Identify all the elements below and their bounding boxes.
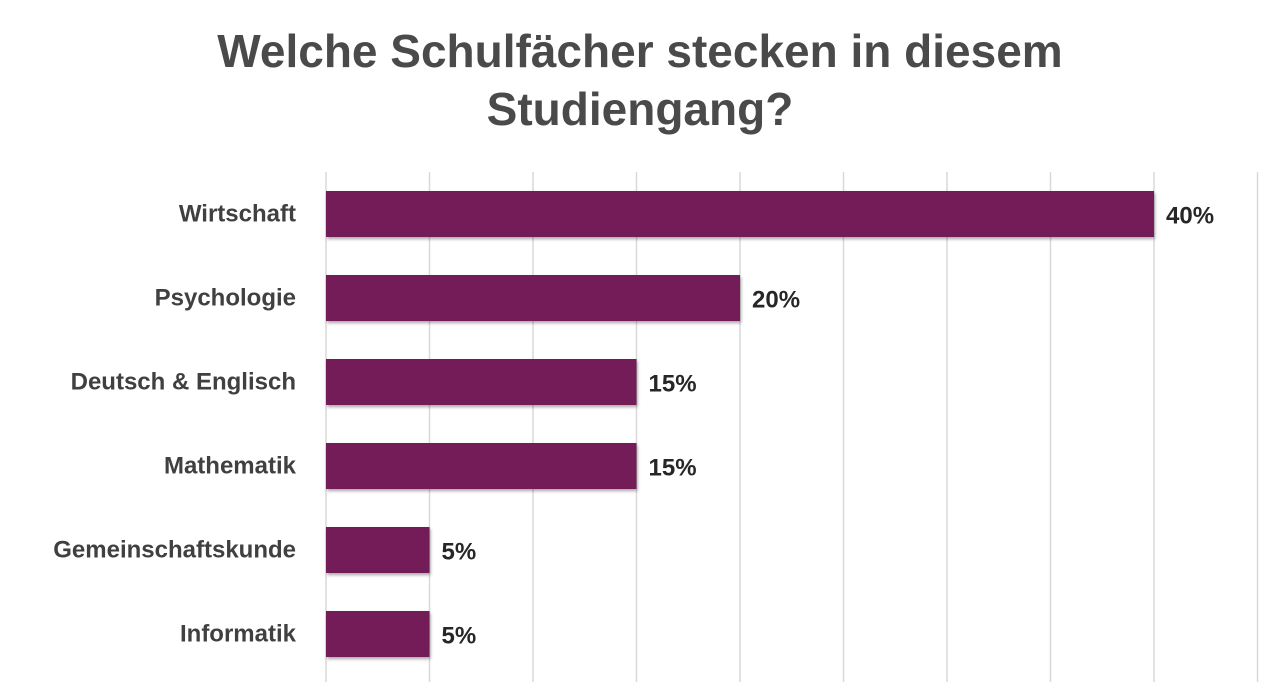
category-label: Mathematik	[164, 453, 297, 480]
data-label: 15%	[649, 455, 697, 482]
category-label: Deutsch & Englisch	[71, 369, 296, 396]
bar	[326, 359, 637, 405]
category-label: Psychologie	[155, 285, 296, 312]
bar	[326, 443, 637, 489]
chart-title: Welche Schulfächer stecken in diesem Stu…	[0, 22, 1280, 138]
data-label: 15%	[649, 371, 697, 398]
data-label: 20%	[752, 287, 800, 314]
bar	[326, 611, 430, 657]
category-label: Informatik	[180, 621, 297, 648]
data-label: 5%	[442, 623, 477, 650]
bar	[326, 191, 1154, 237]
category-label: Gemeinschaftskunde	[53, 537, 296, 564]
bar	[326, 527, 430, 573]
chart-title-line-1: Welche Schulfächer stecken in diesem	[217, 25, 1063, 77]
data-label: 5%	[442, 539, 477, 566]
bar	[326, 275, 740, 321]
category-label: Wirtschaft	[179, 201, 296, 228]
data-label: 40%	[1166, 203, 1214, 230]
chart-title-line-2: Studiengang?	[486, 83, 794, 135]
